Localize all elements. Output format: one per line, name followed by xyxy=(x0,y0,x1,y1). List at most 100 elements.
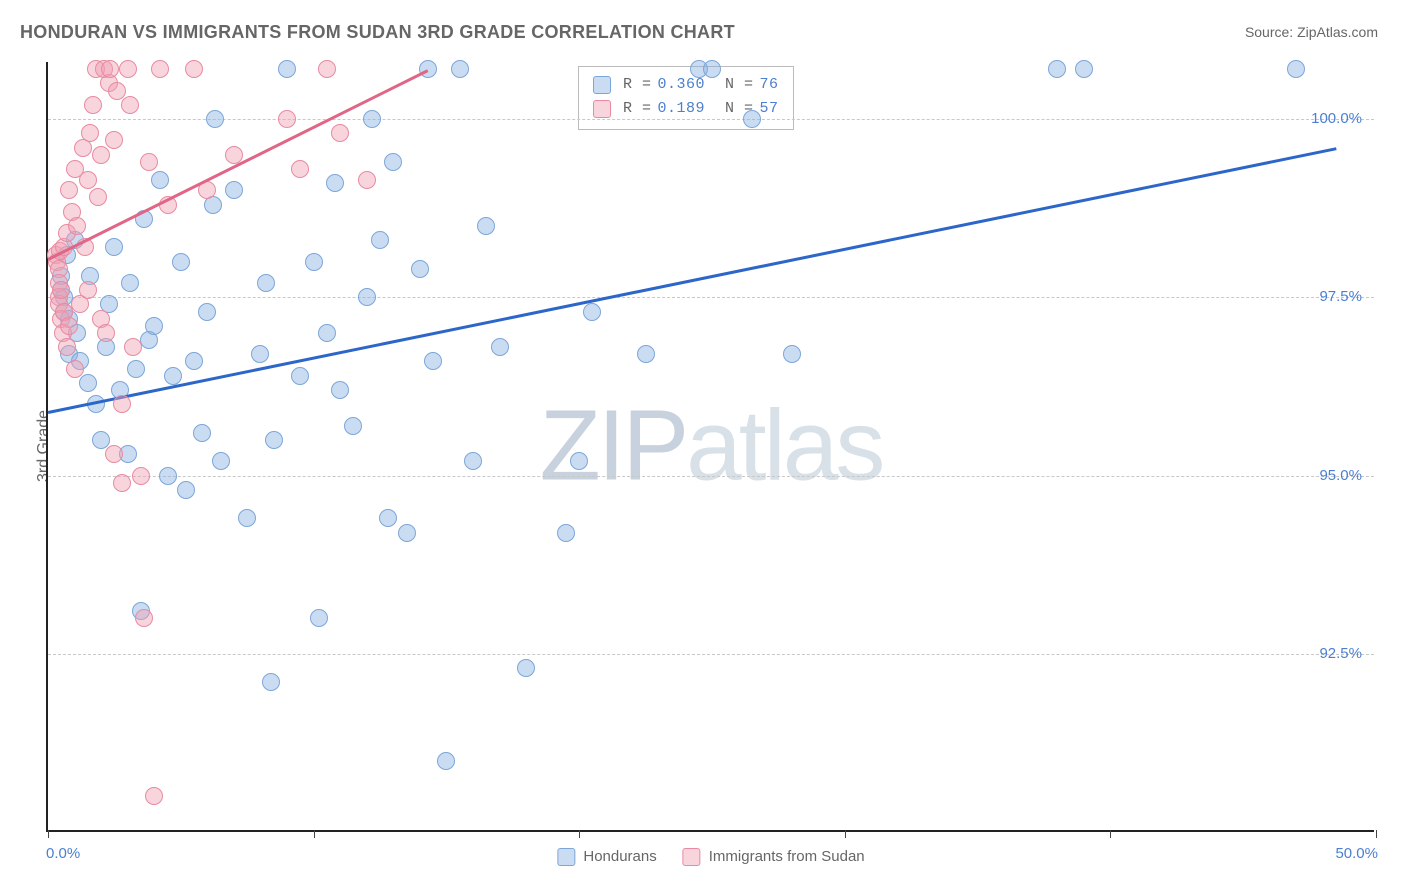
scatter-point xyxy=(703,60,721,78)
scatter-point xyxy=(1287,60,1305,78)
grid-line xyxy=(48,654,1374,655)
scatter-point xyxy=(212,452,230,470)
scatter-point xyxy=(185,352,203,370)
scatter-point xyxy=(145,317,163,335)
scatter-point xyxy=(159,467,177,485)
legend-series-label: Immigrants from Sudan xyxy=(709,848,865,865)
legend-r-value: 0.189 xyxy=(658,97,706,121)
legend-series-item: Immigrants from Sudan xyxy=(683,848,865,866)
scatter-point xyxy=(121,96,139,114)
scatter-point xyxy=(363,110,381,128)
scatter-point xyxy=(113,474,131,492)
scatter-point xyxy=(151,171,169,189)
scatter-point xyxy=(92,431,110,449)
legend-stats: R = 0.360N = 76R = 0.189 N = 57 xyxy=(578,66,794,130)
scatter-point xyxy=(97,324,115,342)
scatter-point xyxy=(193,424,211,442)
scatter-point xyxy=(58,338,76,356)
scatter-point xyxy=(331,124,349,142)
scatter-point xyxy=(517,659,535,677)
trend-line xyxy=(47,69,428,260)
scatter-point xyxy=(185,60,203,78)
scatter-point xyxy=(140,153,158,171)
scatter-point xyxy=(570,452,588,470)
scatter-point xyxy=(344,417,362,435)
y-tick-label: 95.0% xyxy=(1319,467,1362,484)
legend-n-value: 57 xyxy=(760,97,779,121)
legend-swatch xyxy=(593,100,611,118)
scatter-point xyxy=(84,96,102,114)
legend-r-label: R = xyxy=(623,97,652,121)
scatter-point xyxy=(172,253,190,271)
scatter-point xyxy=(105,238,123,256)
scatter-point xyxy=(177,481,195,499)
legend-n-value: 76 xyxy=(760,73,779,97)
scatter-point xyxy=(66,360,84,378)
scatter-point xyxy=(331,381,349,399)
legend-n-label: N = xyxy=(725,73,754,97)
legend-swatch xyxy=(557,848,575,866)
grid-line xyxy=(48,476,1374,477)
scatter-point xyxy=(265,431,283,449)
scatter-point xyxy=(491,338,509,356)
scatter-point xyxy=(1048,60,1066,78)
legend-series-label: Hondurans xyxy=(583,848,656,865)
scatter-point xyxy=(419,60,437,78)
scatter-point xyxy=(398,524,416,542)
scatter-point xyxy=(257,274,275,292)
x-tick xyxy=(579,830,580,838)
x-tick xyxy=(1110,830,1111,838)
scatter-point xyxy=(384,153,402,171)
scatter-point xyxy=(121,274,139,292)
scatter-point xyxy=(132,467,150,485)
scatter-point xyxy=(743,110,761,128)
scatter-point xyxy=(477,217,495,235)
scatter-point xyxy=(151,60,169,78)
plot-area: ZIPatlas R = 0.360N = 76R = 0.189N = 57 … xyxy=(46,62,1374,832)
scatter-point xyxy=(81,124,99,142)
scatter-point xyxy=(101,60,119,78)
grid-line xyxy=(48,119,1374,120)
scatter-point xyxy=(52,281,70,299)
scatter-point xyxy=(89,188,107,206)
scatter-point xyxy=(60,181,78,199)
scatter-point xyxy=(1075,60,1093,78)
scatter-point xyxy=(79,281,97,299)
legend-stats-row: R = 0.360N = 76 xyxy=(593,73,779,97)
watermark: ZIPatlas xyxy=(540,389,883,504)
scatter-point xyxy=(92,146,110,164)
legend-series: Hondurans Immigrants from Sudan xyxy=(557,848,864,866)
scatter-point xyxy=(79,374,97,392)
scatter-point xyxy=(305,253,323,271)
x-axis-min-label: 0.0% xyxy=(46,845,80,862)
legend-swatch xyxy=(593,76,611,94)
scatter-point xyxy=(206,110,224,128)
x-tick xyxy=(48,830,49,838)
scatter-point xyxy=(358,288,376,306)
scatter-point xyxy=(135,609,153,627)
scatter-point xyxy=(637,345,655,363)
scatter-point xyxy=(583,303,601,321)
scatter-point xyxy=(318,324,336,342)
y-tick-label: 100.0% xyxy=(1311,110,1362,127)
x-tick xyxy=(314,830,315,838)
scatter-point xyxy=(358,171,376,189)
scatter-point xyxy=(164,367,182,385)
x-tick xyxy=(1376,830,1377,838)
legend-series-item: Hondurans xyxy=(557,848,656,866)
chart-container: HONDURAN VS IMMIGRANTS FROM SUDAN 3RD GR… xyxy=(0,0,1406,892)
scatter-point xyxy=(318,60,336,78)
scatter-point xyxy=(251,345,269,363)
scatter-point xyxy=(124,338,142,356)
scatter-point xyxy=(238,509,256,527)
scatter-point xyxy=(119,60,137,78)
scatter-point xyxy=(262,673,280,691)
scatter-point xyxy=(783,345,801,363)
grid-line xyxy=(48,297,1374,298)
scatter-point xyxy=(278,110,296,128)
legend-swatch xyxy=(683,848,701,866)
scatter-point xyxy=(379,509,397,527)
scatter-point xyxy=(291,160,309,178)
y-tick-label: 97.5% xyxy=(1319,288,1362,305)
scatter-point xyxy=(198,303,216,321)
